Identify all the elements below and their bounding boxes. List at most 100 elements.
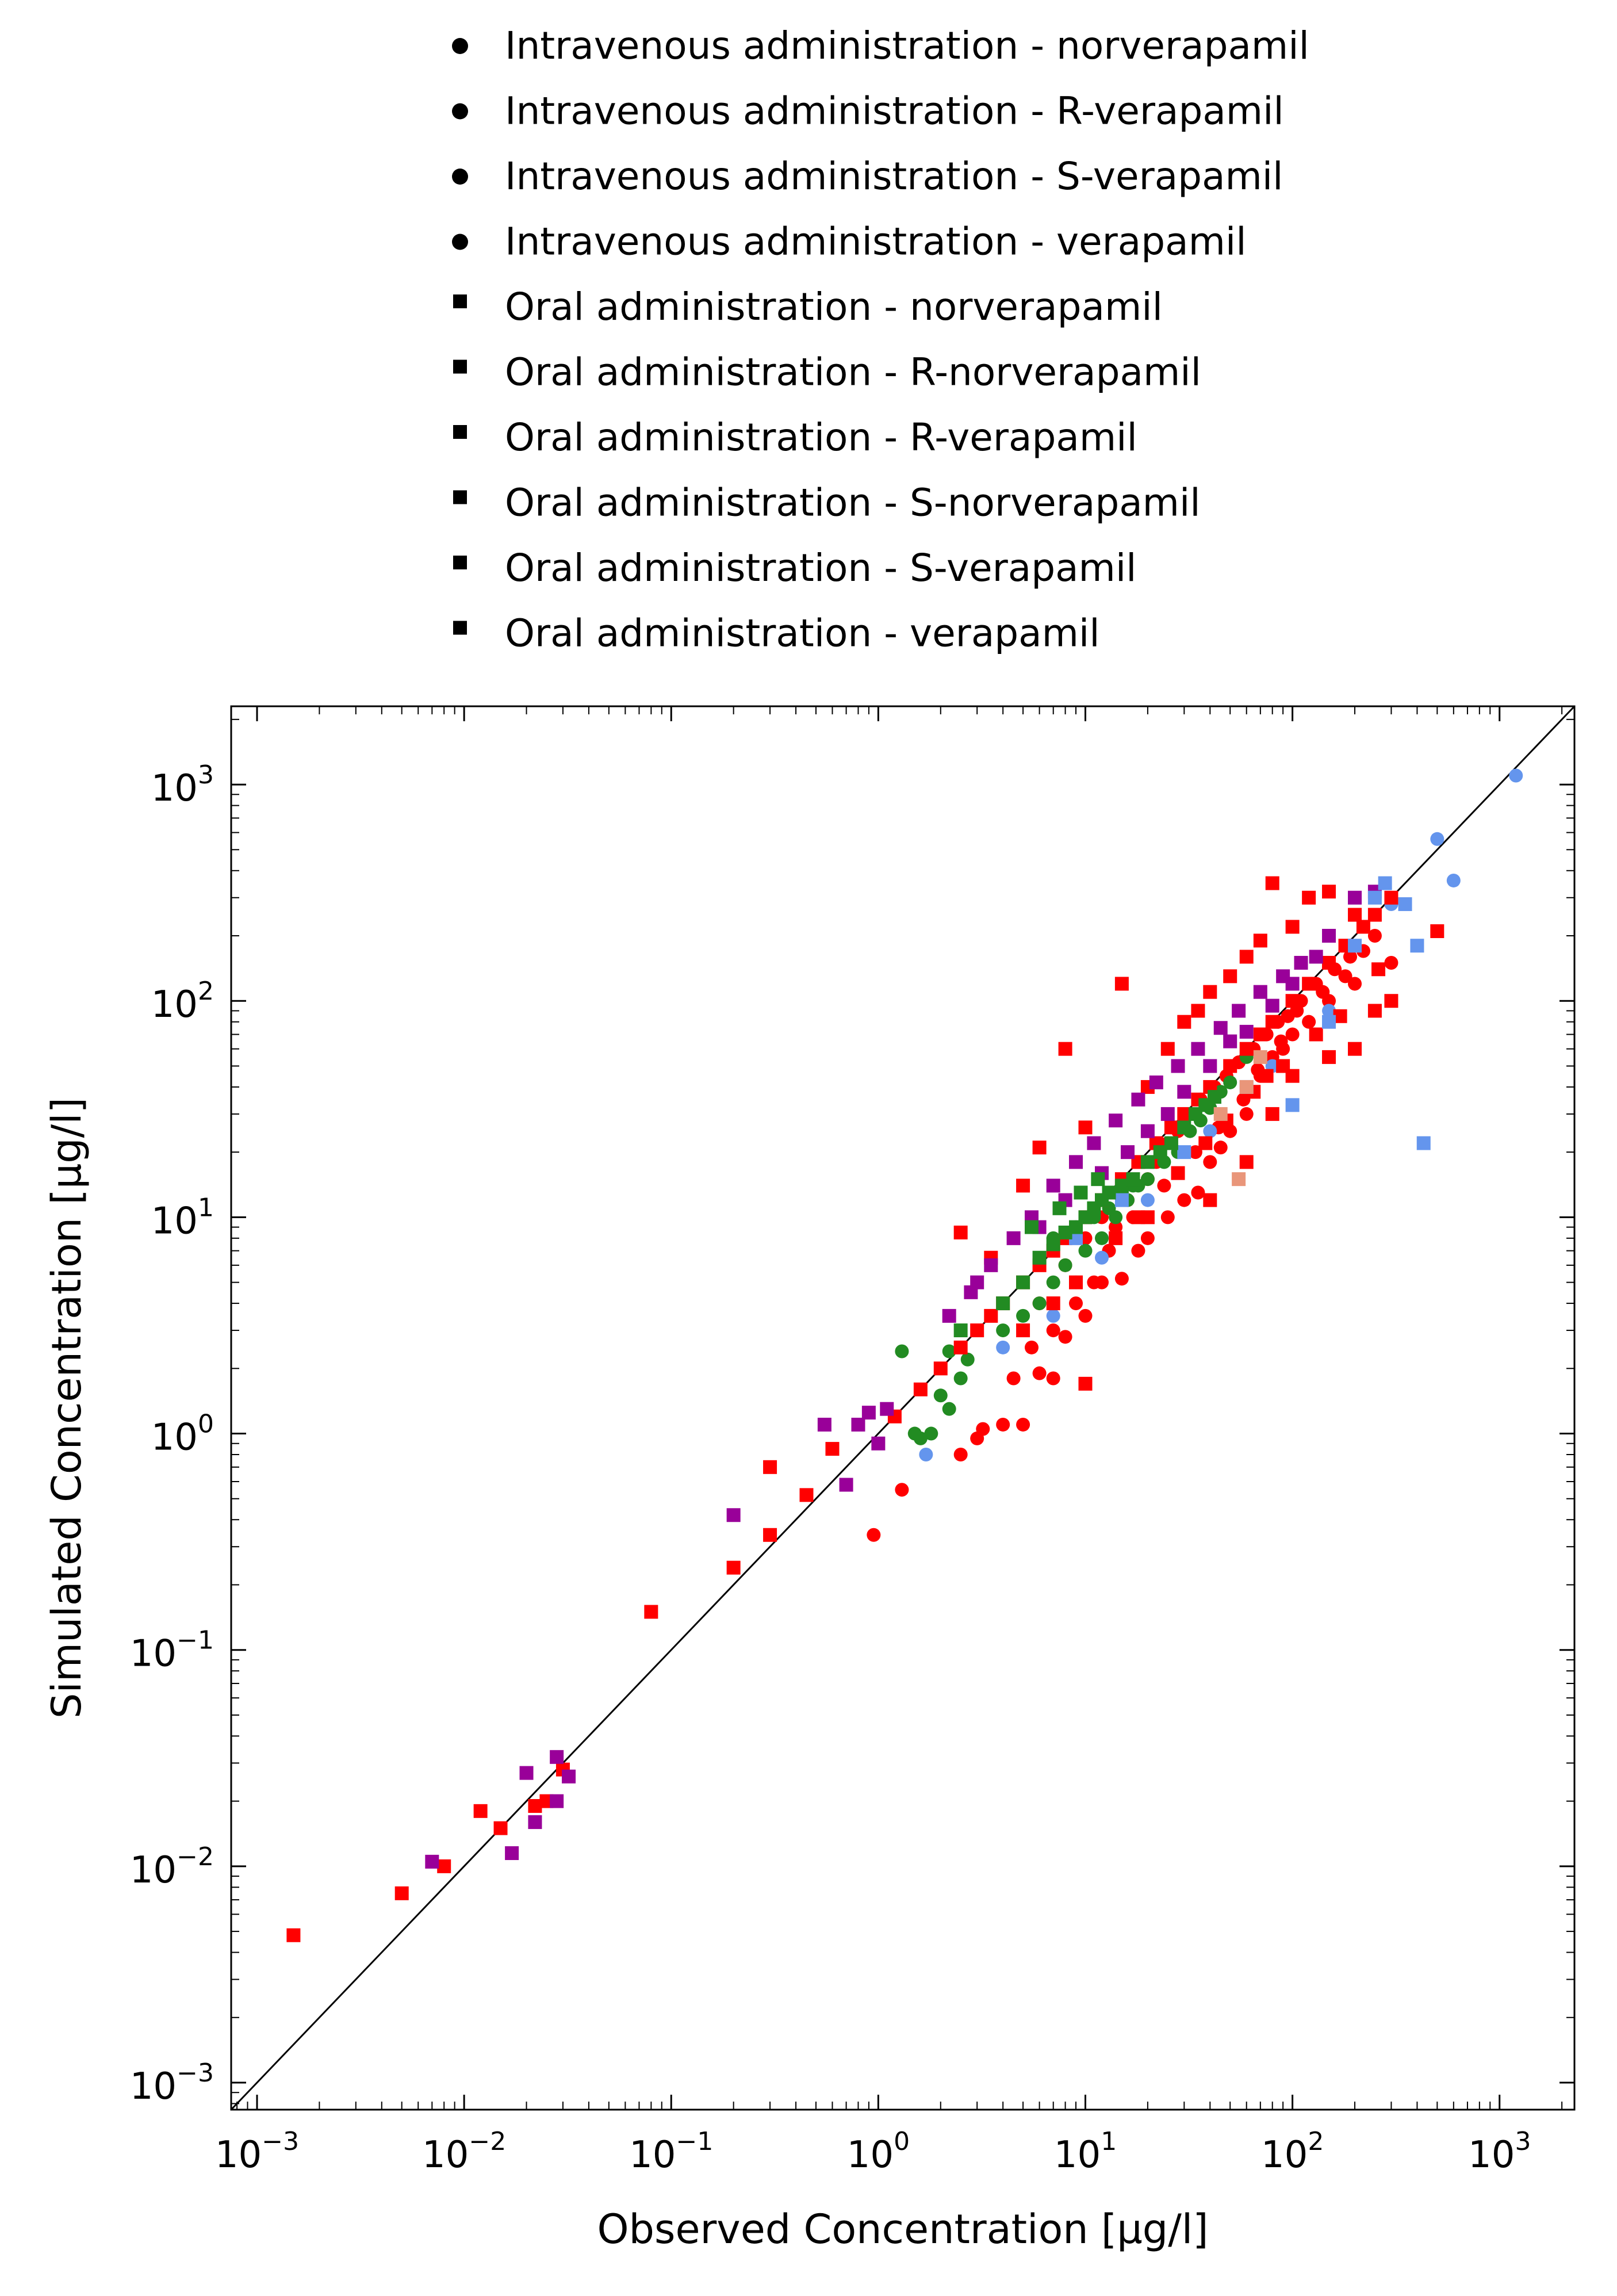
data-points	[286, 768, 1523, 1942]
data-point-circle	[1109, 1220, 1123, 1234]
data-point-square	[1091, 1172, 1105, 1187]
data-point-circle	[953, 1371, 968, 1386]
data-point-circle	[1338, 969, 1352, 984]
data-point-square	[1309, 1027, 1323, 1042]
data-point-square	[1102, 1185, 1116, 1200]
data-point-circle	[1078, 1243, 1093, 1258]
data-point-square	[1430, 924, 1444, 939]
data-point-circle	[1046, 1371, 1060, 1386]
data-point-circle	[1223, 1124, 1237, 1138]
data-point-square	[1198, 1136, 1213, 1150]
legend-square-marker	[453, 425, 467, 439]
data-point-square	[1207, 1090, 1221, 1104]
legend-label: Oral administration - S-verapamil	[505, 546, 1137, 590]
x-tick-label: 103	[1468, 2127, 1531, 2176]
data-point-square	[825, 1442, 840, 1456]
data-point-square	[1131, 1092, 1145, 1107]
legend-label: Oral administration - R-norverapamil	[505, 350, 1201, 395]
data-point-circle	[1177, 1193, 1191, 1207]
data-point-square	[1285, 1098, 1300, 1112]
data-point-circle	[1078, 1308, 1093, 1323]
legend-label: Oral administration - S-norverapamil	[505, 481, 1201, 525]
legend-item: Intravenous administration - S-verapamil	[452, 154, 1283, 198]
data-point-circle	[1114, 1272, 1129, 1286]
data-point-square	[913, 1382, 928, 1396]
data-point-square	[1160, 1107, 1175, 1121]
data-point-square	[726, 1508, 741, 1522]
legend-item: Oral administration - S-verapamil	[453, 546, 1137, 590]
data-point-square	[1416, 1136, 1431, 1150]
data-point-square	[953, 1323, 968, 1338]
data-point-square	[1232, 1172, 1246, 1187]
legend-label: Intravenous administration - S-verapamil	[505, 154, 1283, 198]
data-point-circle	[1046, 1323, 1060, 1338]
data-point-circle	[1343, 950, 1357, 964]
data-point-circle	[1140, 1193, 1155, 1207]
data-point-square	[1367, 890, 1382, 905]
data-point-square	[799, 1488, 814, 1502]
data-point-square	[1253, 933, 1267, 948]
data-point-square	[763, 1528, 777, 1542]
data-point-square	[425, 1854, 439, 1869]
data-point-square	[1032, 1141, 1047, 1155]
data-point-square	[1203, 985, 1217, 999]
data-point-square	[1078, 1376, 1093, 1391]
data-point-square	[1265, 1015, 1279, 1029]
data-point-square	[1223, 1059, 1237, 1073]
legend-square-marker	[453, 359, 467, 374]
plot-area: 10−3 10−2 10−1 100 101 102 103 10−3 10−2 10−1 100…	[130, 705, 1576, 2176]
data-point-square	[1322, 1015, 1336, 1029]
data-point-square	[1348, 939, 1362, 953]
data-point-square	[1285, 994, 1300, 1008]
data-point-square	[1177, 1085, 1191, 1099]
data-point-square	[817, 1417, 832, 1432]
legend: Intravenous administration - norverapami…	[452, 24, 1309, 656]
data-point-square	[1069, 1155, 1083, 1169]
y-tick-label: 10−1	[130, 1626, 214, 1675]
data-point-square	[562, 1769, 576, 1784]
x-tick-label: 10−1	[629, 2127, 713, 2176]
data-point-square	[1052, 1201, 1067, 1215]
data-point-circle	[1322, 1004, 1336, 1018]
data-point-square	[1265, 998, 1279, 1013]
data-point-square	[1074, 1185, 1088, 1200]
data-point-square	[394, 1886, 409, 1900]
data-point-square	[1046, 1178, 1060, 1193]
data-point-circle	[1430, 832, 1444, 846]
data-point-square	[726, 1560, 741, 1575]
y-tick-label: 101	[151, 1193, 214, 1242]
data-point-square	[437, 1859, 451, 1873]
data-point-square	[1410, 939, 1424, 953]
data-point-square	[1384, 994, 1398, 1008]
data-point-square	[953, 1225, 968, 1239]
data-point-square	[550, 1750, 564, 1764]
data-point-circle	[1223, 1075, 1237, 1089]
data-point-square	[1126, 1172, 1140, 1187]
data-point-square	[286, 1928, 301, 1942]
x-axis-ticks: 10−3 10−2 10−1 100 101 102 103	[215, 706, 1563, 2176]
data-point-square	[1140, 1124, 1155, 1138]
data-point-square	[970, 1323, 984, 1338]
legend-label: Intravenous administration - verapamil	[505, 220, 1247, 264]
data-point-square	[1046, 1237, 1060, 1252]
data-point-square	[1322, 955, 1336, 970]
y-axis-ticks: 10−3 10−2 10−1 100 101 102 103	[130, 718, 1574, 2108]
data-point-square	[1239, 1042, 1254, 1056]
data-point-square	[953, 1340, 968, 1354]
data-point-circle	[996, 1340, 1010, 1354]
data-point-square	[1191, 1004, 1205, 1018]
data-point-square	[1131, 1210, 1145, 1224]
data-point-square	[1367, 1004, 1382, 1018]
data-point-circle	[933, 1388, 948, 1403]
data-point-circle	[1160, 1210, 1175, 1224]
y-tick-label: 10−2	[130, 1842, 214, 1892]
data-point-square	[1149, 1075, 1163, 1089]
data-point-square	[1285, 977, 1300, 991]
data-point-square	[1398, 897, 1412, 912]
x-tick-label: 10−2	[422, 2127, 506, 2176]
data-point-square	[1239, 1155, 1254, 1169]
data-point-square	[1213, 1021, 1228, 1035]
data-point-circle	[1367, 928, 1382, 943]
legend-square-marker	[453, 621, 467, 635]
data-point-circle	[1095, 1231, 1109, 1245]
